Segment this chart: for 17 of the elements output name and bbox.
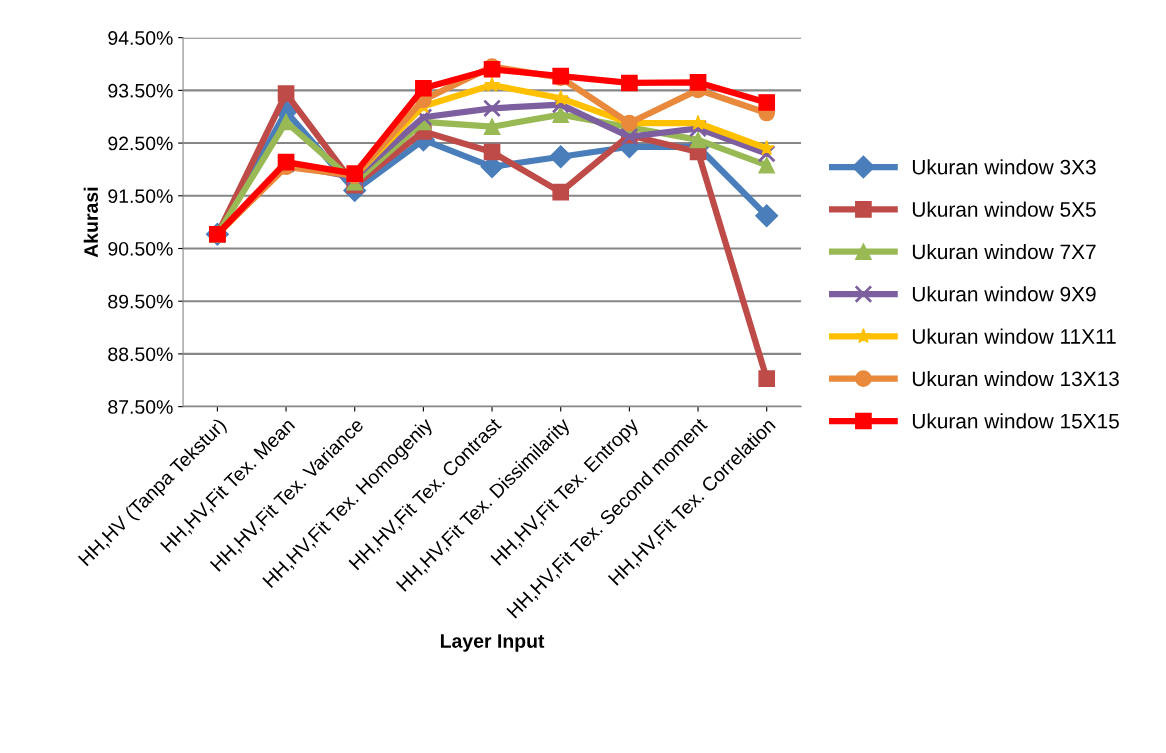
y-tick-label: 87.50% bbox=[108, 400, 173, 414]
legend-label: Ukuran window 5X5 bbox=[912, 201, 1096, 217]
legend-label: Ukuran window 7X7 bbox=[912, 243, 1096, 260]
y-tick-label: 94.50% bbox=[108, 31, 173, 45]
legend-label: Ukuran window 3X3 bbox=[912, 159, 1096, 175]
legend-label: Ukuran window 9X9 bbox=[912, 286, 1096, 302]
legend-label: Ukuran window 15X15 bbox=[912, 413, 1119, 429]
y-tick-label: 90.50% bbox=[108, 241, 173, 256]
y-tick-label: 93.50% bbox=[108, 83, 173, 98]
y-tick-label: 89.50% bbox=[108, 294, 173, 309]
legend-label: Ukuran window 11X11 bbox=[912, 328, 1116, 344]
y-tick-label: 91.50% bbox=[108, 189, 173, 204]
y-tick-label: 88.50% bbox=[108, 347, 173, 362]
y-axis-title: Akurasi bbox=[83, 187, 98, 258]
x-axis-title: Layer Input bbox=[440, 634, 545, 652]
legend-label: Ukuran window 13X13 bbox=[912, 370, 1119, 387]
y-tick-label: 92.50% bbox=[108, 136, 173, 151]
